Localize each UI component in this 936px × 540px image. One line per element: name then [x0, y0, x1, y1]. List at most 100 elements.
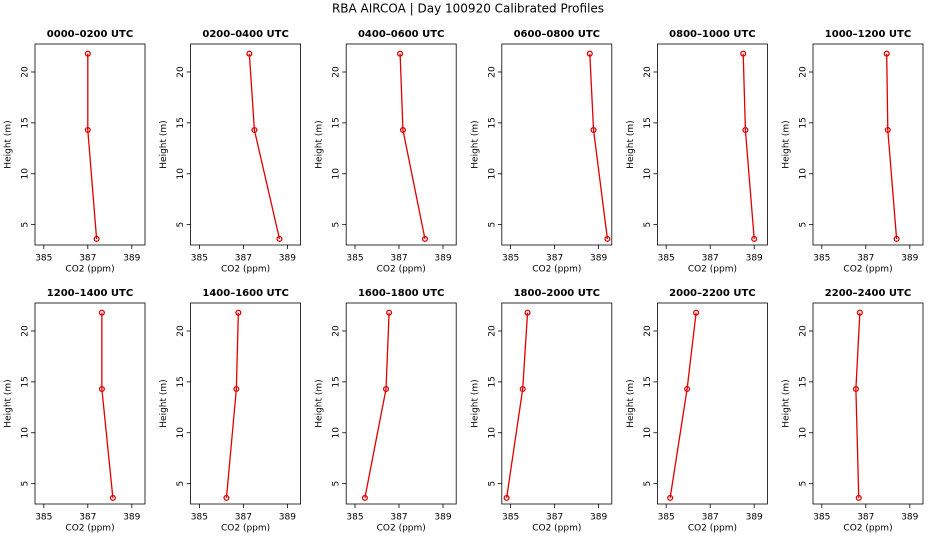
y-tick-label: 15 [487, 376, 497, 387]
profile-line [589, 53, 609, 239]
data-point [883, 50, 890, 57]
y-tick-label: 20 [332, 66, 342, 78]
panel-title: 2200–2400 UTC [825, 288, 911, 299]
y-tick-label: 5 [21, 222, 31, 228]
data-point [503, 494, 510, 501]
y-tick-label: 20 [332, 325, 342, 337]
y-tick-label: 10 [332, 168, 342, 180]
plot-frame [812, 302, 924, 505]
x-tick-label: 387 [390, 254, 407, 264]
panel-title: 1600–1800 UTC [358, 288, 444, 299]
y-tick-label: 15 [487, 117, 497, 128]
y-tick-label: 5 [332, 481, 342, 487]
panel-title: 0400–0600 UTC [358, 29, 444, 40]
y-axis-label: Height (m) [315, 379, 325, 427]
y-tick-label: 20 [21, 325, 31, 337]
data-point [84, 126, 91, 134]
profile-line [248, 53, 281, 240]
x-tick-label: 387 [702, 254, 719, 264]
y-tick-label: 10 [643, 168, 653, 180]
data-point [251, 126, 258, 134]
x-tick-label: 385 [813, 513, 830, 523]
y-tick-label: 5 [799, 222, 809, 228]
data-point [386, 309, 393, 316]
x-tick-label: 389 [590, 254, 607, 264]
x-tick-label: 389 [123, 254, 140, 264]
x-tick-label: 385 [191, 254, 208, 264]
y-axis-label: Height (m) [626, 120, 636, 168]
data-point [893, 235, 900, 242]
y-tick-label: 5 [487, 222, 497, 228]
plot-frame [190, 43, 302, 246]
x-tick-label: 385 [658, 513, 675, 523]
y-tick-label: 20 [176, 66, 186, 78]
y-tick-label: 15 [332, 376, 342, 387]
data-point [98, 385, 105, 393]
y-axis-label: Height (m) [159, 120, 169, 168]
x-tick-label: 385 [502, 254, 519, 264]
x-tick-label: 387 [79, 513, 96, 523]
y-tick-label: 15 [799, 376, 809, 387]
x-tick-label: 385 [502, 513, 519, 523]
y-tick-label: 5 [643, 222, 653, 228]
y-tick-label: 20 [643, 325, 653, 337]
x-axis-label: CO2 (ppm) [843, 524, 892, 534]
data-point [421, 235, 429, 242]
plot-frame [345, 43, 457, 246]
data-point [519, 385, 526, 393]
x-tick-label: 389 [746, 513, 763, 523]
data-point [93, 235, 100, 242]
plot-frame [501, 302, 613, 505]
y-axis-label: Height (m) [4, 120, 14, 168]
x-tick-label: 389 [123, 513, 140, 523]
data-point [84, 50, 91, 57]
x-axis-label: CO2 (ppm) [221, 265, 270, 275]
x-tick-label: 387 [79, 254, 96, 264]
x-tick-label: 387 [857, 254, 874, 264]
plot-frame [812, 43, 924, 246]
x-axis-label: CO2 (ppm) [532, 265, 581, 275]
y-axis-label: Height (m) [470, 120, 480, 168]
profile-line [364, 312, 390, 499]
y-tick-label: 15 [332, 117, 342, 128]
x-tick-label: 385 [191, 513, 208, 523]
x-axis-label: CO2 (ppm) [688, 524, 737, 534]
y-tick-label: 5 [176, 222, 186, 228]
data-point [223, 494, 230, 501]
x-tick-label: 385 [346, 513, 363, 523]
data-point [604, 235, 611, 242]
y-tick-label: 10 [487, 427, 497, 439]
panel-title: 0800–1000 UTC [669, 29, 755, 40]
y-tick-label: 20 [799, 66, 809, 78]
panel-title: 1000–1200 UTC [825, 29, 911, 40]
x-tick-label: 389 [901, 254, 918, 264]
x-tick-label: 385 [346, 254, 363, 264]
y-tick-label: 5 [332, 222, 342, 228]
x-tick-label: 385 [35, 513, 52, 523]
panel-title: 0000–0200 UTC [47, 29, 133, 40]
y-tick-label: 10 [332, 427, 342, 439]
profile-line [101, 312, 114, 498]
page-title: RBA AIRCOA | Day 100920 Calibrated Profi… [332, 2, 604, 16]
data-point [855, 494, 862, 501]
x-tick-label: 387 [857, 513, 874, 523]
y-axis-label: Height (m) [626, 379, 636, 427]
y-tick-label: 10 [799, 168, 809, 180]
x-tick-label: 387 [546, 254, 563, 264]
y-tick-label: 10 [643, 427, 653, 439]
panel-title: 1800–2000 UTC [514, 288, 600, 299]
x-axis-label: CO2 (ppm) [377, 265, 426, 275]
y-tick-label: 10 [21, 427, 31, 439]
data-point [235, 309, 242, 316]
x-tick-label: 385 [813, 254, 830, 264]
data-point [740, 50, 747, 57]
y-tick-label: 20 [487, 66, 497, 78]
plot-frame [657, 43, 768, 246]
y-tick-label: 10 [799, 427, 809, 439]
y-tick-label: 15 [643, 376, 653, 387]
panel-title: 1200–1400 UTC [47, 288, 133, 299]
y-axis-label: Height (m) [470, 379, 480, 427]
plot-frame [34, 302, 146, 505]
